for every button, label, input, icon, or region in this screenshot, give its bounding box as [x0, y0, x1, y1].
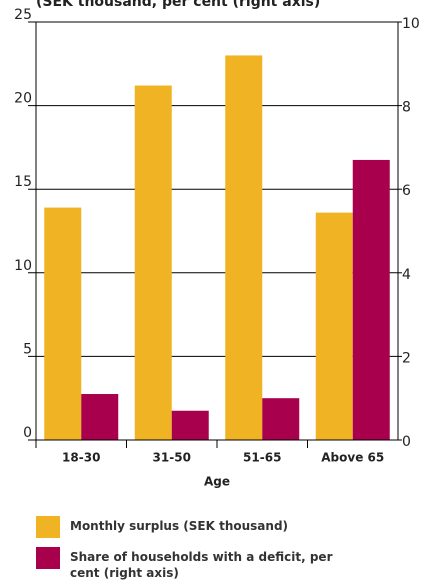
legend-item: Share of households with a deficit, per … [36, 547, 360, 581]
y2-tick-label: 0 [402, 434, 411, 450]
y2-tick-label: 10 [402, 16, 420, 32]
x-tick-label: Above 65 [321, 451, 384, 465]
x-tick-label: 31-50 [153, 451, 191, 465]
bar [134, 85, 172, 440]
y-tick-label: 0 [23, 425, 32, 441]
y-tick-label: 10 [14, 258, 32, 274]
bar [225, 55, 263, 440]
y-tick-label: 15 [14, 174, 32, 190]
y-tick-label: 20 [14, 91, 32, 107]
bar [171, 410, 209, 440]
x-tick-label: 18-30 [62, 451, 100, 465]
y-tick-label: 25 [14, 7, 32, 23]
bar [262, 398, 300, 440]
chart-subtitle: (SEK thousand, per cent (right axis) [36, 0, 320, 10]
y2-tick-label: 6 [402, 183, 411, 199]
legend-label: Monthly surplus (SEK thousand) [70, 519, 289, 533]
x-tick-label: 51-65 [243, 451, 281, 465]
x-axis-label: Age [204, 475, 230, 489]
legend-label: Share of households with a deficit, per … [70, 550, 333, 580]
legend-item: Monthly surplus (SEK thousand) [36, 516, 360, 538]
legend-swatch [36, 516, 60, 538]
y2-tick-label: 2 [402, 350, 411, 366]
bar [81, 394, 119, 440]
bar [44, 207, 82, 440]
bar [352, 159, 390, 440]
y-tick-label: 5 [23, 341, 32, 357]
y2-tick-label: 8 [402, 100, 411, 116]
bar [315, 212, 353, 440]
y2-tick-label: 4 [402, 267, 411, 283]
chart: (SEK thousand, per cent (right axis) Age… [14, 0, 420, 489]
legend-swatch [36, 547, 60, 569]
